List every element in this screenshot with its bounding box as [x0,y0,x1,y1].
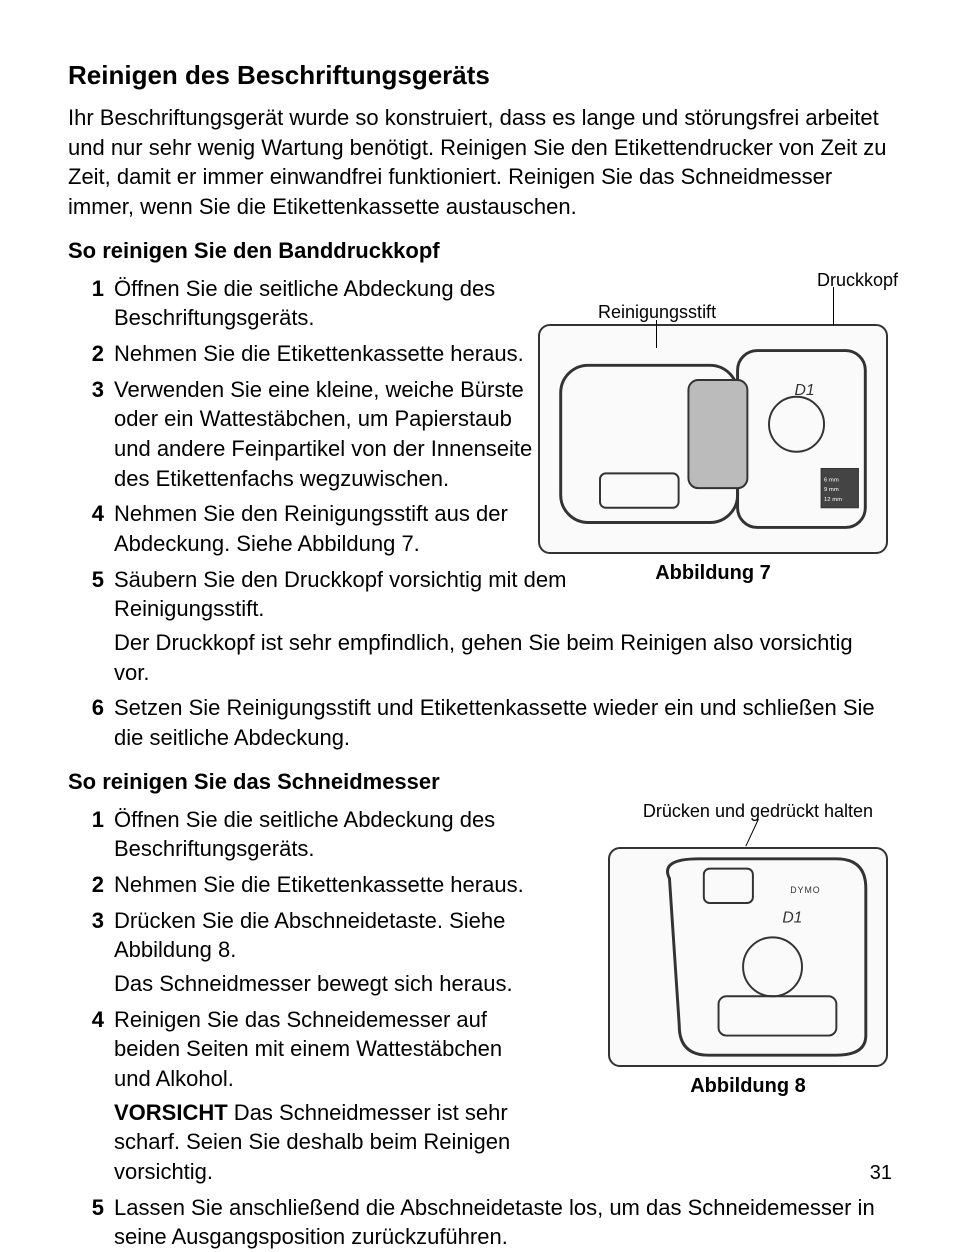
page-number: 31 [870,1160,892,1187]
list-item: Reinigen Sie das Schneidemesser auf beid… [68,1005,538,1187]
step3-note: Das Schneidmesser bewegt sich heraus. [114,969,538,999]
svg-text:DYMO: DYMO [790,885,820,895]
section-cutter: So reinigen Sie das Schneidmesser Drücke… [68,767,892,1252]
device-illustration-7: D1 6 mm 9 mm 12 mm [540,326,886,552]
list-item: Setzen Sie Reinigungsstift und Etiketten… [68,693,892,752]
section2-heading: So reinigen Sie das Schneidmesser [68,767,892,797]
svg-text:6 mm: 6 mm [824,477,839,483]
caution: VORSICHT Das Schneidmesser ist sehr scha… [114,1098,538,1187]
list-item: Nehmen Sie die Etikettenkassette heraus. [68,339,538,369]
list-item: Lassen Sie anschließend die Abschneideta… [68,1193,892,1252]
svg-text:D1: D1 [795,382,815,399]
list-item: Öffnen Sie die seitliche Abdeckung des B… [68,274,538,333]
caution-label: VORSICHT [114,1100,228,1125]
figure8-caption: Abbildung 8 [608,1073,888,1100]
figure-8: Drücken und gedrückt halten D1 DYMO Abbi… [608,801,888,1100]
list-item: Drücken Sie die Abschneidetaste. Siehe A… [68,906,538,999]
list-item: Säubern Sie den Druckkopf vorsichtig mit… [68,565,892,688]
svg-text:9 mm: 9 mm [824,487,839,493]
device-illustration-8: D1 DYMO [610,849,886,1065]
list-item: Öffnen Sie die seitliche Abdeckung des B… [68,805,538,864]
svg-text:D1: D1 [782,909,802,926]
section-printhead: So reinigen Sie den Banddruckkopf Druckk… [68,236,892,753]
figure-7: Druckkopf Reinigungsstift D1 6 mm 9 mm 1… [538,272,888,587]
list-item: Nehmen Sie die Etikettenkassette heraus. [68,870,538,900]
figure7-label-printhead: Druckkopf [817,268,898,292]
list-item: Verwenden Sie eine kleine, weiche Bürste… [68,375,538,494]
figure7-label-cleaning-tool: Reinigungsstift [598,300,716,324]
step5-text: Säubern Sie den Druckkopf vorsichtig mit… [114,565,584,624]
section1-heading: So reinigen Sie den Banddruckkopf [68,236,892,266]
step5-note: Der Druckkopf ist sehr empfindlich, gehe… [114,628,892,687]
step4-text: Reinigen Sie das Schneidemesser auf beid… [114,1007,502,1091]
page-title: Reinigen des Beschriftungsgeräts [68,58,892,93]
svg-text:12 mm: 12 mm [824,497,842,503]
list-item: Nehmen Sie den Reinigungsstift aus der A… [68,499,538,558]
step3-text: Drücken Sie die Abschneidetaste. Siehe A… [114,908,505,963]
intro-paragraph: Ihr Beschriftungsgerät wurde so konstrui… [68,103,892,222]
